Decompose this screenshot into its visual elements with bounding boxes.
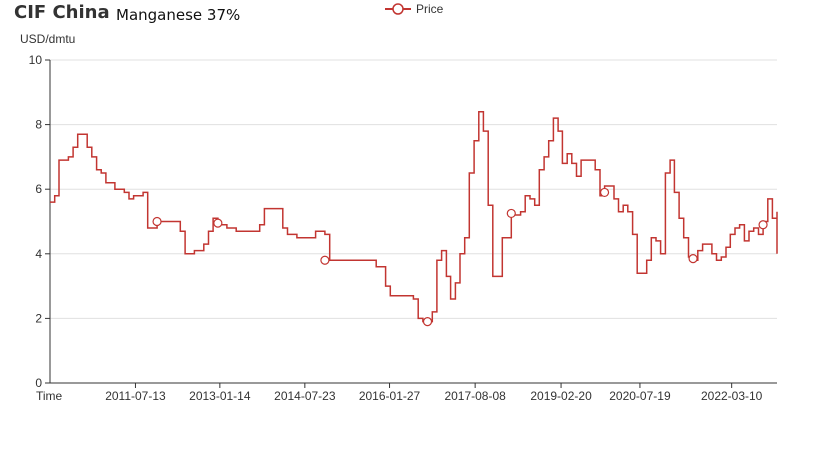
grid: [50, 59, 777, 319]
y-tick-label: 6: [35, 182, 42, 196]
data-point-marker[interactable]: [320, 255, 330, 265]
x-tick-label: 2022-03-10: [701, 389, 763, 403]
x-tick-label: 2011-07-13: [105, 389, 166, 403]
data-point-marker[interactable]: [152, 216, 162, 227]
data-point-marker[interactable]: [506, 208, 516, 219]
data-point-marker[interactable]: [688, 254, 698, 264]
series-line-price: [50, 110, 778, 323]
y-tick-label: 8: [35, 118, 42, 132]
y-tick-label: 10: [29, 53, 43, 67]
y-tick-label: 4: [35, 247, 42, 261]
y-axis: 0 2 4 6 8 10: [29, 53, 51, 390]
x-tick-label: 2016-01-27: [359, 389, 421, 403]
legend-line-circle-icon: [385, 3, 411, 15]
chart-subtitle: Manganese 37%: [116, 6, 241, 24]
x-tick-label: 2019-02-20: [530, 389, 592, 403]
y-axis-unit-label: USD/dmtu: [20, 32, 75, 46]
y-tick-label: 2: [35, 311, 42, 325]
series-markers: [152, 187, 768, 327]
x-tick-label: 2014-07-23: [274, 389, 336, 403]
x-axis-label: Time: [36, 389, 63, 403]
x-tick-label: 2017-08-08: [444, 389, 506, 403]
legend-label-price: Price: [416, 2, 444, 16]
data-point-marker[interactable]: [213, 218, 223, 228]
x-axis: 2011-07-13 2013-01-14 2014-07-23 2016-01-27…: [50, 382, 777, 403]
legend[interactable]: Price: [385, 2, 443, 16]
x-tick-label: 2013-01-14: [189, 389, 251, 403]
y-tick-label: 0: [35, 376, 42, 390]
x-tick-label: 2020-07-19: [609, 389, 671, 403]
data-point-marker[interactable]: [422, 317, 433, 327]
data-point-marker[interactable]: [758, 220, 768, 230]
chart-title: CIF China: [14, 2, 110, 23]
data-point-marker[interactable]: [599, 187, 610, 198]
